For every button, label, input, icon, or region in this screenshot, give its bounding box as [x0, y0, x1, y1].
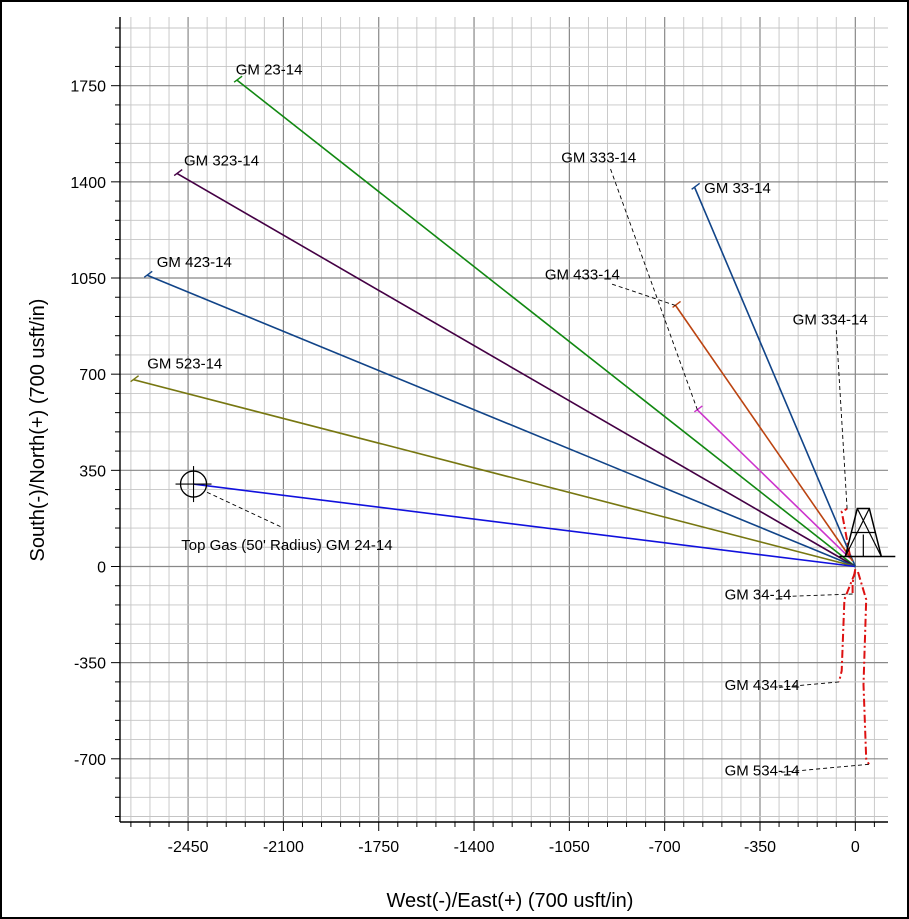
y-axis-title: South(-)/North(+) (700 usft/in): [27, 299, 49, 562]
x-tick-label: -1400: [454, 839, 495, 856]
series-label: GM 333-14: [561, 150, 636, 167]
series-lines: [130, 75, 870, 765]
well-labels: GM 23-14 GM 323-14 GM 423-14 GM 523-14 Top G…: [147, 62, 869, 779]
x-tick-label: 0: [851, 839, 860, 856]
x-tick-label: -700: [649, 839, 681, 856]
series-end-mark: [173, 169, 183, 177]
series-line: [674, 305, 854, 562]
series-label: GM 34-14: [725, 586, 792, 603]
series-end-mark: [693, 405, 703, 413]
y-tick-label: -700: [74, 752, 106, 769]
grid: [120, 17, 888, 822]
series-end-mark: [130, 375, 140, 383]
y-tick-label: 0: [97, 559, 106, 576]
series-label: GM 23-14: [236, 62, 303, 79]
series-line: [176, 172, 856, 568]
rig-icon: [839, 507, 896, 558]
label-leader: [779, 593, 853, 598]
series-label: GM 434-14: [725, 677, 800, 694]
label-leader: [779, 681, 840, 688]
series-label: GM 323-14: [184, 152, 259, 169]
series-line: [193, 483, 856, 568]
series-line: [236, 79, 856, 568]
series-end-mark: [691, 182, 701, 190]
label-leader: [206, 491, 284, 529]
label-leader: [610, 283, 676, 306]
y-tick-label: 1750: [70, 79, 106, 96]
series-label: GM 433-14: [545, 266, 620, 283]
series-line: [857, 571, 870, 765]
series-end-mark: [143, 270, 153, 278]
x-tick-label: -2450: [168, 839, 209, 856]
axes: -2450 -2100 -1750 -1400 -1050 -700 -350 0 1750 14…: [70, 17, 888, 856]
series-label: GM 33-14: [704, 180, 771, 197]
series-end-mark: [672, 300, 681, 309]
series-end-mark: [233, 75, 243, 83]
y-tick-label: 700: [79, 367, 106, 384]
y-tick-label: 350: [79, 463, 106, 480]
x-tick-label: -1750: [358, 839, 399, 856]
y-tick-label: 1400: [70, 175, 106, 192]
label-leader: [779, 763, 869, 773]
series-line: [133, 378, 856, 568]
series-label: GM 534-14: [725, 762, 800, 779]
x-tick-label: -350: [744, 839, 776, 856]
series-label: Top Gas (50' Radius) GM 24-14: [181, 537, 392, 554]
series-label: GM 523-14: [147, 356, 222, 373]
series-line: [838, 571, 857, 683]
y-tick-label: -350: [74, 656, 106, 673]
series-line: [693, 186, 857, 567]
x-tick-label: -1050: [549, 839, 590, 856]
series-line: [696, 409, 851, 559]
x-tick-label: -2100: [263, 839, 304, 856]
series-label: GM 334-14: [793, 312, 868, 329]
series-line: [146, 274, 856, 568]
series-line: [840, 507, 851, 556]
label-leader: [835, 330, 848, 509]
label-leader: [609, 167, 698, 411]
x-axis-title: West(-)/East(+) (700 usft/in): [387, 890, 634, 912]
y-tick-label: 1050: [70, 271, 106, 288]
series-label: GM 423-14: [157, 254, 232, 271]
